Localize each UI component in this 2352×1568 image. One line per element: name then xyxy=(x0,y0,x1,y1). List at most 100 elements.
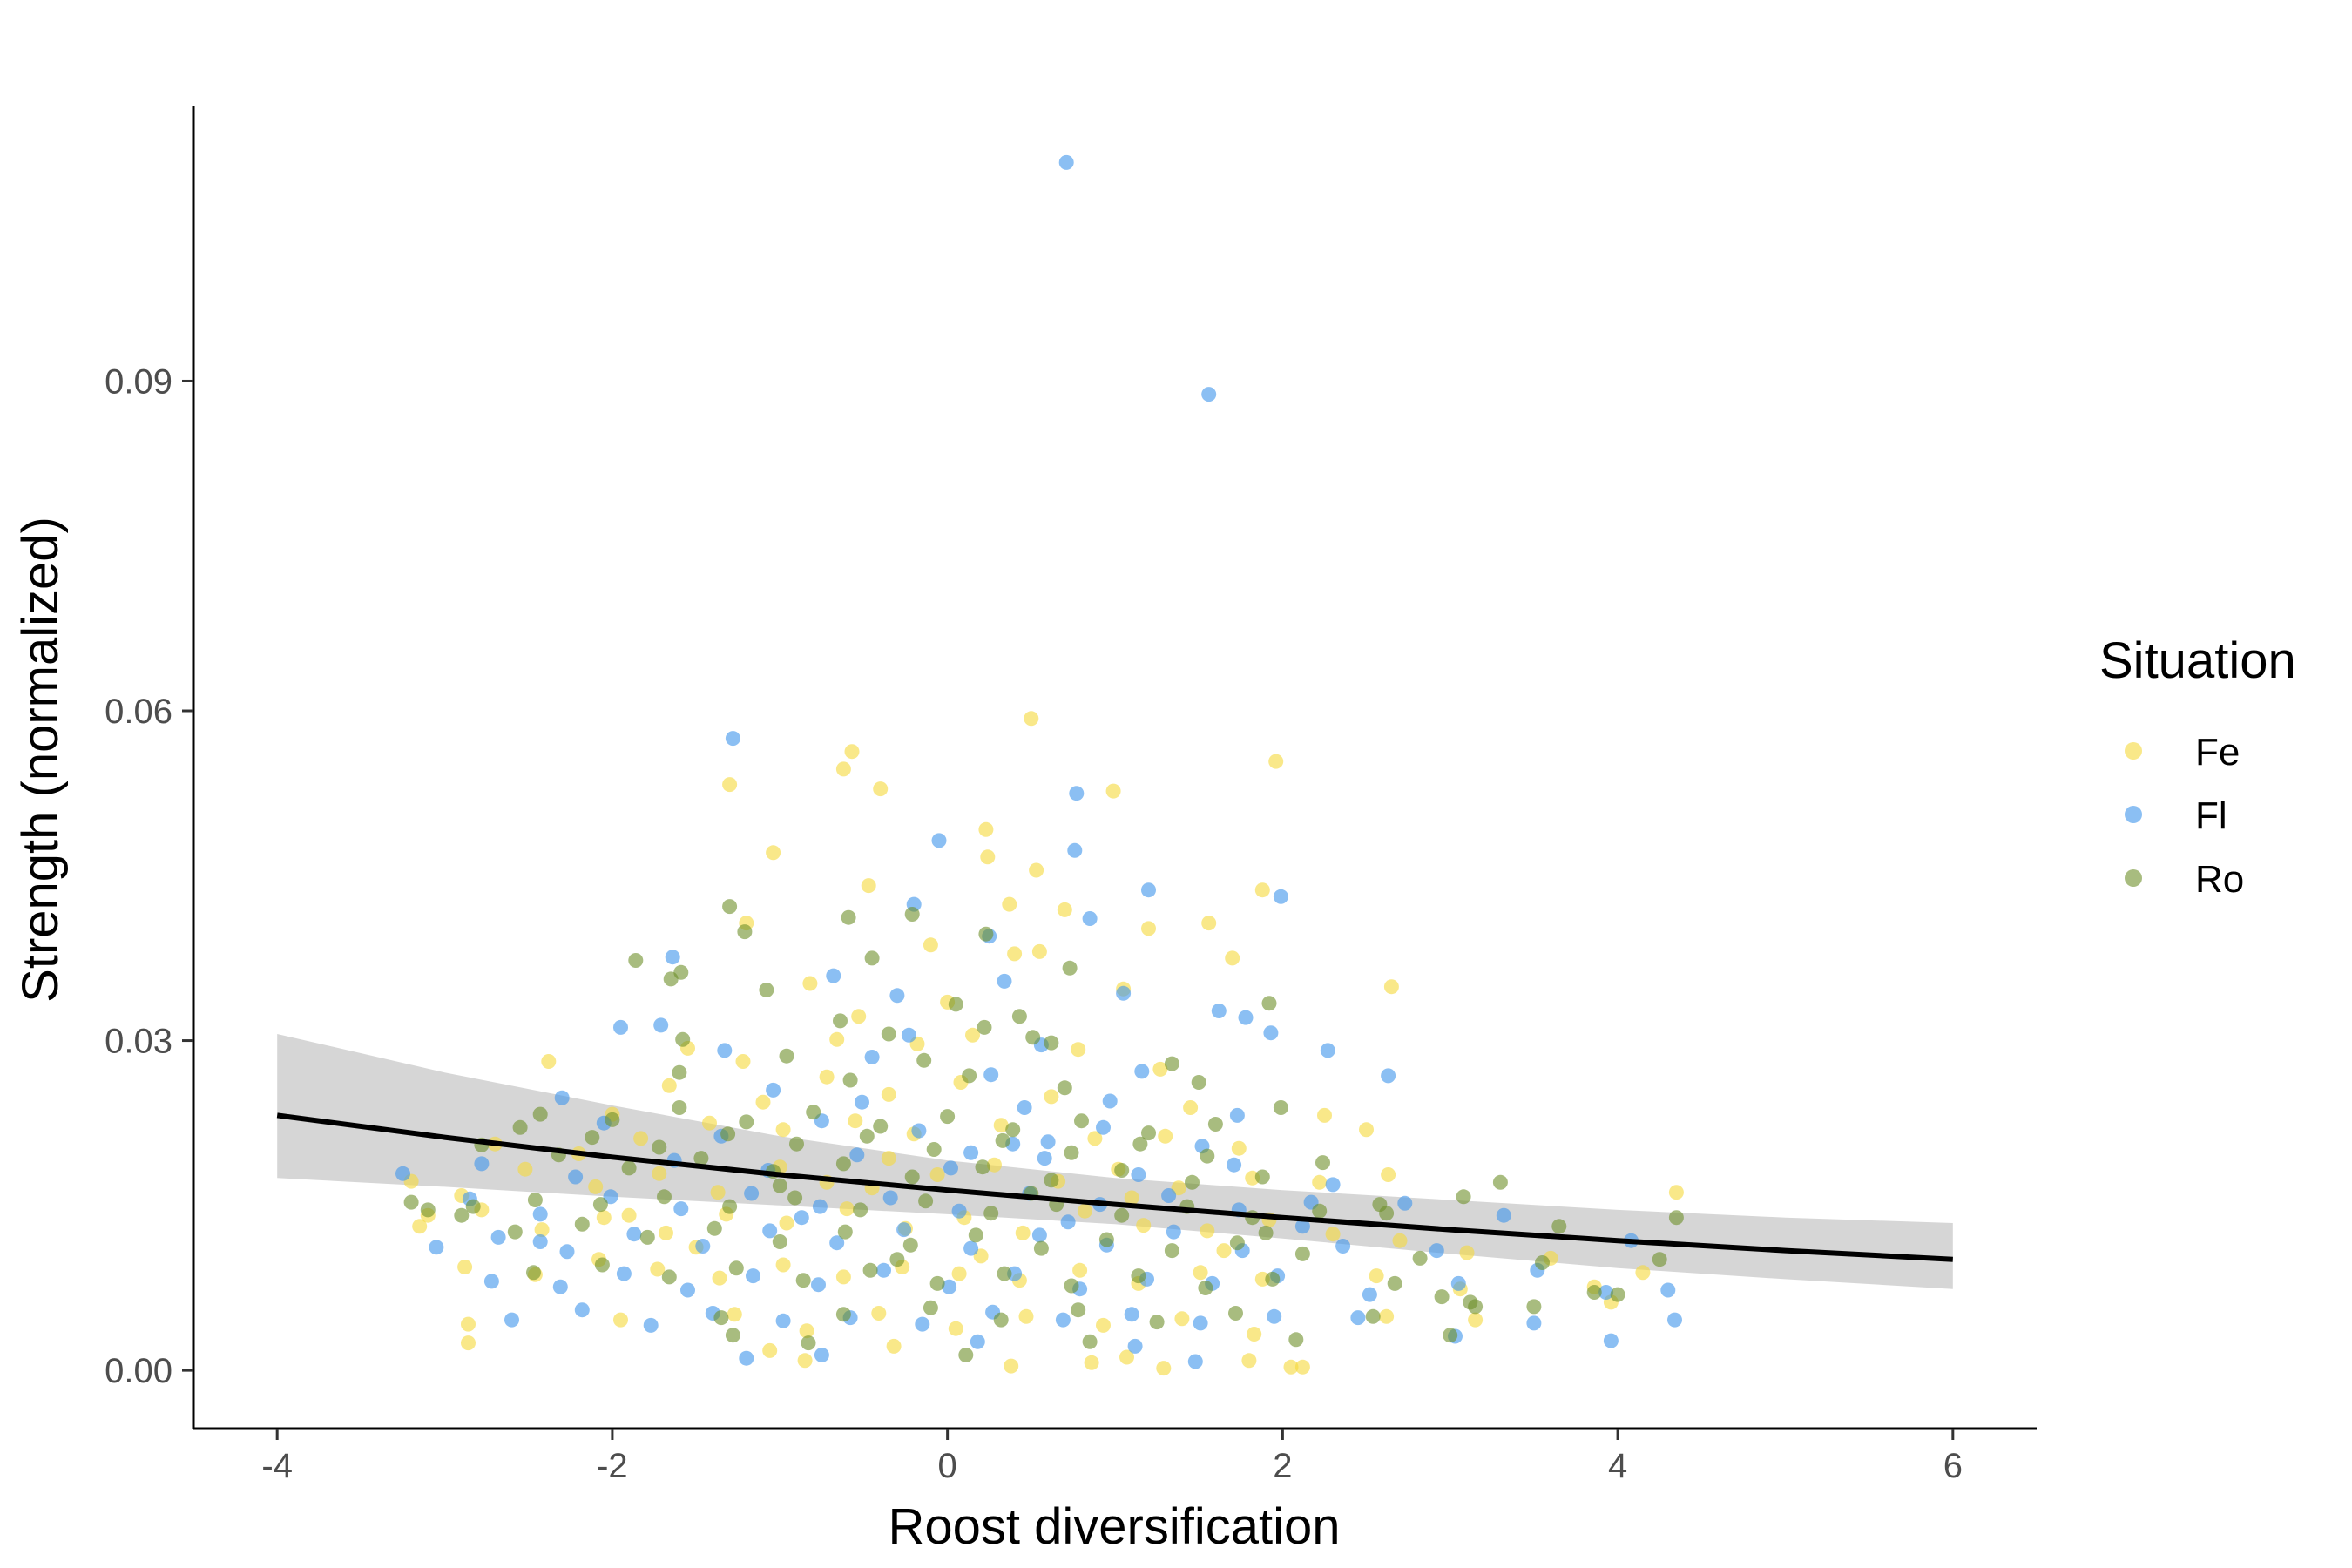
point-fl xyxy=(1058,154,1074,170)
point-ro xyxy=(929,1275,945,1291)
point-ro xyxy=(853,1202,868,1218)
point-ro xyxy=(789,1136,804,1152)
legend-label-fl: Fl xyxy=(2195,794,2227,837)
point-fe xyxy=(766,845,781,861)
point-fl xyxy=(1429,1243,1444,1259)
point-fl xyxy=(429,1240,444,1255)
points-layer xyxy=(395,154,1684,1376)
point-ro xyxy=(993,1312,1009,1328)
point-fl xyxy=(829,1235,845,1251)
point-fl xyxy=(942,1279,957,1294)
point-fe xyxy=(1392,1233,1408,1248)
point-ro xyxy=(835,1156,851,1172)
point-fe xyxy=(1096,1317,1111,1333)
point-ro xyxy=(1207,1117,1223,1132)
point-fe xyxy=(652,1166,667,1181)
point-fe xyxy=(1247,1327,1262,1342)
point-ro xyxy=(1228,1306,1243,1321)
point-fl xyxy=(915,1316,930,1332)
point-fe xyxy=(1004,1358,1019,1374)
point-fl xyxy=(766,1082,781,1098)
point-ro xyxy=(1164,1243,1179,1259)
point-fl xyxy=(1660,1282,1676,1298)
point-fl xyxy=(1667,1312,1682,1328)
point-fl xyxy=(559,1244,575,1260)
point-fe xyxy=(1072,1262,1088,1278)
point-ro xyxy=(657,1189,672,1205)
point-ro xyxy=(420,1202,436,1218)
point-fl xyxy=(568,1169,584,1185)
point-ro xyxy=(1229,1235,1245,1251)
point-fe xyxy=(1381,1167,1396,1182)
point-ro xyxy=(1064,1278,1079,1294)
point-fl xyxy=(1397,1195,1413,1211)
point-fe xyxy=(1007,946,1023,962)
point-ro xyxy=(1132,1136,1148,1152)
point-ro xyxy=(997,1266,1012,1281)
point-ro xyxy=(1586,1285,1602,1300)
point-ro xyxy=(842,1072,858,1088)
point-fl xyxy=(951,1203,967,1219)
point-fe xyxy=(735,1054,751,1069)
point-fe xyxy=(1268,754,1284,769)
point-ro xyxy=(1005,1122,1021,1138)
point-fl xyxy=(552,1279,568,1294)
point-ro xyxy=(841,909,856,925)
point-ro xyxy=(1114,1207,1130,1223)
point-ro xyxy=(978,926,994,942)
point-fe xyxy=(1174,1311,1190,1327)
point-fe xyxy=(412,1219,428,1234)
point-fl xyxy=(532,1206,548,1222)
point-ro xyxy=(672,1064,687,1080)
point-ro xyxy=(902,1237,918,1253)
point-fe xyxy=(1294,1359,1310,1375)
point-fl xyxy=(1116,985,1132,1001)
point-ro xyxy=(958,1348,974,1362)
point-fl xyxy=(574,1302,590,1318)
point-ro xyxy=(1610,1287,1625,1302)
point-fe xyxy=(1031,943,1047,959)
point-ro xyxy=(722,1199,738,1214)
point-fe xyxy=(965,1027,980,1043)
point-fe xyxy=(973,1248,989,1264)
point-fl xyxy=(794,1210,809,1226)
point-fl xyxy=(762,1223,778,1239)
point-ro xyxy=(772,1178,787,1193)
point-fe xyxy=(541,1054,557,1069)
point-ro xyxy=(859,1128,875,1144)
point-ro xyxy=(1057,1080,1072,1096)
point-fe xyxy=(1200,1223,1215,1239)
x-tick-label: 0 xyxy=(938,1447,957,1485)
point-fe xyxy=(457,1260,473,1274)
point-fl xyxy=(864,1050,880,1064)
point-fe xyxy=(844,744,860,760)
point-fe xyxy=(993,1118,1009,1133)
point-ro xyxy=(1082,1334,1098,1349)
point-ro xyxy=(1071,1302,1086,1318)
point-fe xyxy=(1241,1353,1257,1369)
point-fl xyxy=(395,1166,410,1181)
point-fl xyxy=(744,1186,760,1201)
point-ro xyxy=(621,1160,637,1176)
axes-layer: -4 -2 0 2 4 6 0.00 0.03 0.06 0.09 xyxy=(105,106,2037,1485)
point-ro xyxy=(977,1019,992,1035)
point-ro xyxy=(1114,1163,1130,1178)
point-fe xyxy=(779,1215,794,1231)
point-fl xyxy=(1496,1207,1511,1223)
point-ro xyxy=(916,1052,932,1068)
point-fe xyxy=(633,1131,649,1146)
point-ro xyxy=(693,1151,709,1166)
point-ro xyxy=(594,1257,610,1273)
point-fe xyxy=(861,878,876,894)
point-ro xyxy=(904,907,920,922)
point-fl xyxy=(1193,1315,1208,1331)
point-fl xyxy=(1141,882,1156,898)
point-fe xyxy=(799,1323,814,1339)
point-ro xyxy=(527,1193,543,1207)
point-ro xyxy=(983,1206,999,1221)
point-ro xyxy=(1379,1206,1395,1221)
point-fe xyxy=(819,1069,835,1085)
point-ro xyxy=(759,983,774,997)
point-ro xyxy=(1261,996,1277,1011)
point-ro xyxy=(663,971,679,987)
